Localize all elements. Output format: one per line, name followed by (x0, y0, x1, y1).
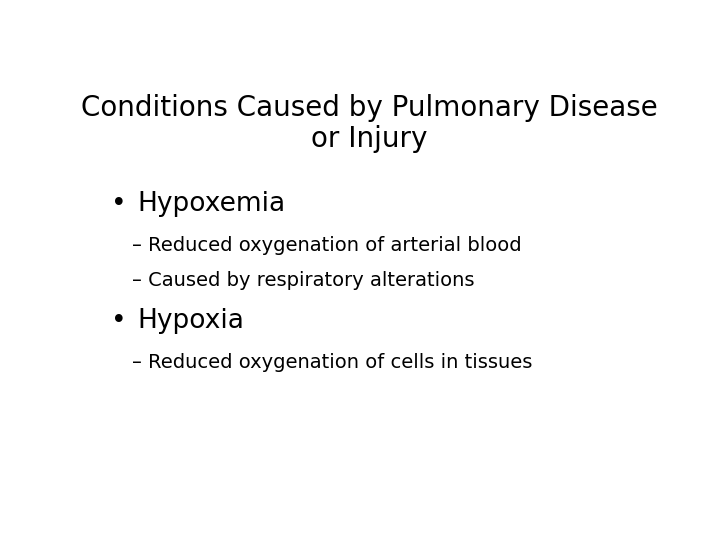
Text: Hypoxia: Hypoxia (138, 307, 244, 334)
Text: Conditions Caused by Pulmonary Disease: Conditions Caused by Pulmonary Disease (81, 94, 657, 123)
Text: – Reduced oxygenation of cells in tissues: – Reduced oxygenation of cells in tissue… (132, 353, 532, 372)
Text: or Injury: or Injury (311, 125, 427, 153)
Text: – Caused by respiratory alterations: – Caused by respiratory alterations (132, 271, 474, 289)
Text: Hypoxemia: Hypoxemia (138, 191, 286, 217)
Text: – Reduced oxygenation of arterial blood: – Reduced oxygenation of arterial blood (132, 236, 521, 255)
Text: •: • (111, 307, 127, 334)
Text: •: • (111, 191, 127, 217)
